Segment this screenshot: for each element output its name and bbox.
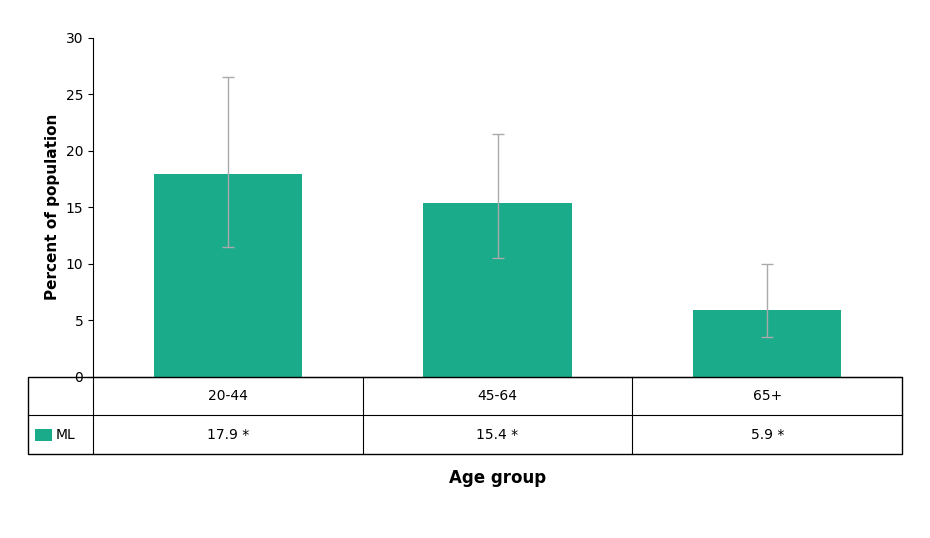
Text: 20-44: 20-44 [208, 389, 247, 403]
Bar [153, 174, 302, 377]
Text: Age group: Age group [449, 469, 546, 487]
Text: 65+: 65+ [752, 389, 782, 403]
Text: 5.9 *: 5.9 * [751, 428, 784, 442]
Text: 17.9 *: 17.9 * [206, 428, 249, 442]
Y-axis label: Percent of population: Percent of population [45, 114, 60, 300]
Text: ML: ML [56, 428, 75, 442]
Text: 45-64: 45-64 [477, 389, 518, 403]
Bar [423, 203, 572, 377]
Bar [693, 310, 842, 377]
Text: 15.4 *: 15.4 * [476, 428, 519, 442]
